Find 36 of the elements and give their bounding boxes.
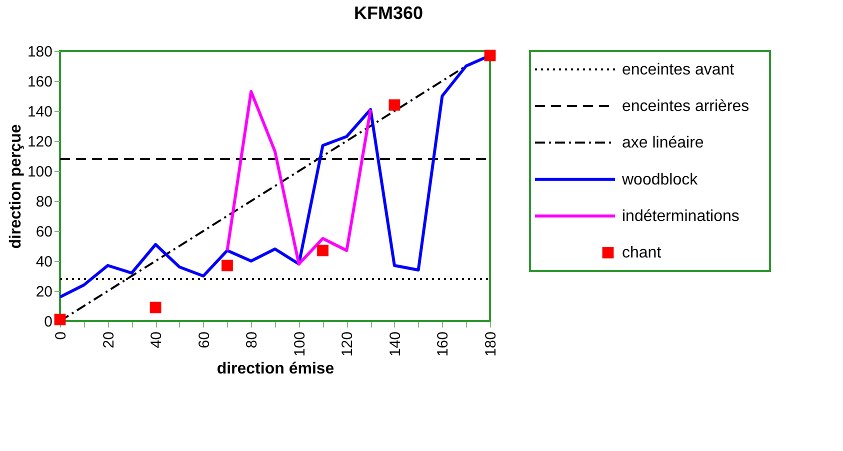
x-tick-label: 180 <box>482 332 500 357</box>
y-tick-label: 0 <box>44 314 52 330</box>
legend-label: indéterminations <box>622 208 740 225</box>
y-tick-label: 100 <box>27 164 52 180</box>
legend-label: axe linéaire <box>622 134 704 152</box>
point <box>484 50 496 62</box>
point <box>317 244 328 256</box>
x-tick-label: 80 <box>244 332 261 348</box>
y-tick-label: 180 <box>27 44 52 60</box>
x-tick-label: 20 <box>100 332 118 348</box>
legend-label: woodblock <box>621 171 699 188</box>
line-series <box>226 90 372 266</box>
chart-title: KFM360 <box>354 3 423 23</box>
x-tick-label: 40 <box>148 332 166 348</box>
point <box>54 314 66 326</box>
point <box>388 99 400 111</box>
x-tick-label: 160 <box>434 332 452 357</box>
y-tick-label: 160 <box>27 74 52 90</box>
x-tick-label: 120 <box>339 332 356 357</box>
x-tick-label: 140 <box>386 332 404 357</box>
legend-label: chant <box>622 244 662 262</box>
legend-label: enceintes arrières <box>622 98 750 115</box>
x-axis-title: direction émise <box>216 360 334 378</box>
y-tick-label: 40 <box>36 254 52 270</box>
y-tick-label: 60 <box>36 224 52 240</box>
x-tick-label: 60 <box>196 332 213 348</box>
point <box>150 302 162 314</box>
point <box>222 260 233 272</box>
x-tick-label: 100 <box>291 332 308 357</box>
x-tick-label: 0 <box>52 332 70 340</box>
y-axis-title: direction perçue <box>7 124 24 249</box>
y-tick-label: 120 <box>27 134 52 150</box>
legend-label: enceintes avant <box>622 61 735 78</box>
y-tick-label: 140 <box>27 104 52 120</box>
y-tick-label: 20 <box>36 284 52 300</box>
y-tick-label: 80 <box>36 194 52 210</box>
